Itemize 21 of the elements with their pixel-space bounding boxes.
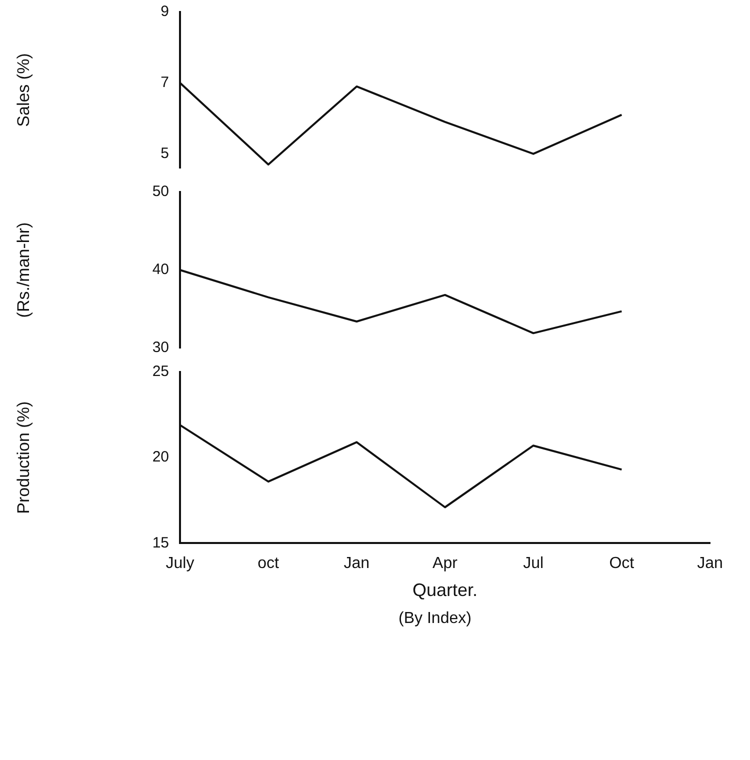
y-tick-label: 7: [160, 74, 169, 92]
text: (By Index): [398, 610, 472, 628]
y-axis-title: (Rs./man-hr): [14, 222, 33, 318]
x-tick-label: July: [166, 555, 194, 572]
y-tick-label: 9: [160, 3, 169, 20]
x-tick-label: Jul: [523, 555, 544, 572]
y-tick-label: 20: [152, 448, 169, 466]
x-tick-label: Apr: [432, 555, 458, 572]
y-tick-label: 40: [152, 261, 169, 278]
x-tick-label: Jan: [697, 555, 723, 572]
y-axis-title: Sales (%): [14, 53, 33, 127]
y-tick-label: 15: [152, 534, 169, 552]
y-tick-label: 5: [160, 144, 169, 162]
y-tick-label: 50: [152, 183, 169, 200]
x-axis-title: Quarter.: [412, 580, 478, 600]
y-tick-label: 25: [152, 363, 169, 380]
y-axis-title: Production (%): [14, 401, 33, 514]
y-tick-label: 30: [152, 339, 169, 356]
x-tick-label: Oct: [609, 555, 635, 572]
x-tick-label: Jan: [344, 555, 370, 572]
x-tick-label: oct: [258, 555, 280, 572]
